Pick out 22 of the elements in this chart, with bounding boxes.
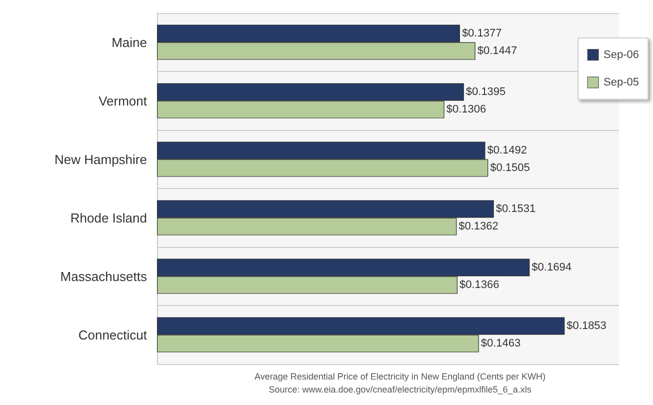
data-label: $0.1366 (460, 279, 500, 292)
data-label: $0.1492 (487, 144, 528, 156)
y-tick-label: Massachusetts (60, 268, 148, 284)
data-label: $0.1531 (496, 202, 536, 215)
data-label: $0.1306 (446, 104, 486, 116)
data-label: $0.1505 (490, 162, 530, 174)
data-label: $0.1362 (458, 220, 498, 233)
y-tick-label: Connecticut (78, 327, 148, 342)
data-label: $0.1463 (480, 338, 521, 350)
legend-label: Sep-05 (604, 76, 640, 88)
data-label: $0.1853 (566, 320, 606, 332)
data-label: $0.1447 (477, 45, 518, 58)
y-tick-label: Maine (112, 34, 147, 50)
data-label: $0.1395 (466, 86, 506, 98)
data-label: $0.1377 (462, 27, 502, 40)
text: Average Residential Price of Electricity in New England (Cents per KWH) (254, 372, 546, 382)
data-label: $0.1694 (532, 261, 572, 274)
source-note: Source: www.eia.doe.gov/cneaf/electricity/epm/epmxlfile5_6_a.xls (268, 384, 532, 394)
y-tick-label: New Hampshire (54, 152, 147, 167)
y-tick-label: Vermont (98, 93, 148, 108)
legend-label: Sep-06 (604, 48, 640, 61)
y-tick-label: Rhode Island (70, 210, 147, 226)
